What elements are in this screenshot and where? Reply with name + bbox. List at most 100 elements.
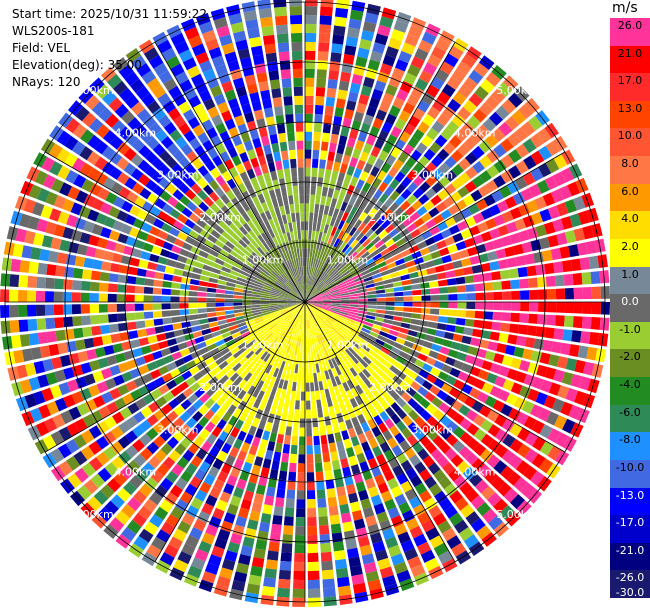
- range-gate-cell: [312, 290, 320, 297]
- range-gate-cell: [392, 159, 404, 171]
- range-gate-cell: [207, 234, 218, 244]
- range-gate-cell: [231, 208, 241, 219]
- range-gate-cell: [305, 203, 310, 213]
- range-gate-cell: [293, 318, 298, 327]
- range-gate-cell: [515, 143, 530, 158]
- range-gate-cell: [337, 316, 346, 322]
- range-gate-cell: [45, 317, 56, 330]
- range-gate-cell: [334, 432, 343, 443]
- range-gate-cell: [201, 244, 212, 254]
- range-gate-cell: [384, 449, 395, 461]
- range-gate-cell: [186, 505, 200, 518]
- range-gate-cell: [228, 166, 239, 178]
- range-gate-cell: [308, 221, 313, 231]
- range-gate-cell: [260, 351, 269, 361]
- range-gate-cell: [256, 370, 265, 380]
- range-gate-cell: [388, 228, 399, 238]
- range-gate-cell: [178, 169, 190, 182]
- range-gate-cell: [237, 430, 247, 442]
- range-gate-cell: [278, 379, 285, 389]
- range-gate-cell: [457, 302, 467, 309]
- range-gate-cell: [411, 364, 422, 375]
- range-gate-cell: [333, 404, 341, 415]
- range-gate-cell: [34, 170, 48, 186]
- range-gate-cell: [362, 182, 372, 193]
- range-gate-cell: [316, 354, 322, 364]
- range-gate-cell: [464, 318, 475, 327]
- range-gate-cell: [299, 436, 305, 446]
- range-gate-cell: [144, 278, 155, 287]
- range-gate-cell: [328, 406, 336, 416]
- range-gate-cell: [99, 314, 109, 324]
- range-gate-cell: [179, 309, 189, 316]
- range-gate-cell: [327, 79, 338, 89]
- range-gate-cell: [284, 313, 292, 320]
- range-ring-label: 1.00km: [242, 254, 284, 267]
- range-gate-cell: [340, 302, 350, 304]
- range-gate-cell: [327, 225, 334, 235]
- range-gate-cell: [311, 290, 319, 297]
- range-gate-cell: [419, 70, 433, 84]
- range-gate-cell: [404, 547, 419, 561]
- range-gate-cell: [241, 266, 251, 274]
- range-gate-cell: [333, 385, 341, 396]
- range-gate-cell: [287, 131, 295, 142]
- range-gate-cell: [360, 269, 371, 276]
- range-gate-cell: [350, 355, 359, 365]
- range-gate-cell: [232, 246, 242, 255]
- range-gate-cell: [271, 460, 280, 471]
- range-gate-cell: [319, 534, 331, 544]
- range-gate-cell: [290, 167, 298, 178]
- range-gate-cell: [358, 211, 368, 222]
- range-gate-cell: [415, 78, 429, 91]
- range-gate-cell: [378, 204, 389, 215]
- range-gate-cell: [296, 337, 300, 347]
- range-gate-cell: [390, 126, 402, 138]
- range-gate-cell: [9, 305, 19, 318]
- range-gate-cell: [342, 272, 352, 280]
- range-gate-cell: [334, 477, 345, 488]
- colorbar-swatch: [610, 294, 650, 323]
- range-gate-cell: [299, 295, 305, 302]
- range-gate-cell: [158, 340, 169, 350]
- range-gate-cell: [338, 330, 347, 338]
- range-gate-cell: [526, 265, 537, 277]
- range-gate-cell: [342, 53, 355, 65]
- range-gate-cell: [291, 290, 299, 297]
- range-gate-cell: [225, 286, 235, 291]
- range-gate-cell: [305, 221, 309, 231]
- range-gate-cell: [303, 302, 305, 311]
- range-gate-cell: [553, 154, 568, 169]
- range-gate-cell: [42, 435, 57, 450]
- range-gate-cell: [247, 324, 257, 331]
- range-gate-cell: [281, 288, 290, 294]
- range-gate-cell: [293, 418, 299, 428]
- range-gate-cell: [233, 571, 248, 583]
- range-gate-cell: [334, 558, 348, 570]
- range-gate-cell: [560, 401, 573, 416]
- range-gate-cell: [237, 400, 247, 411]
- azimuth-spoke: [304, 151, 565, 303]
- range-gate-cell: [484, 350, 496, 361]
- range-gate-cell: [248, 574, 262, 586]
- range-gate-cell: [410, 56, 425, 69]
- range-gate-cell: [375, 354, 385, 364]
- range-gate-cell: [133, 536, 149, 551]
- range-gate-cell: [199, 323, 210, 330]
- range-gate-cell: [309, 203, 315, 213]
- range-gate-cell: [469, 255, 481, 265]
- range-gate-cell: [399, 381, 410, 391]
- range-gate-cell: [194, 261, 205, 269]
- range-gate-cell: [536, 364, 548, 378]
- range-gate-cell: [252, 311, 262, 316]
- range-gate-cell: [191, 170, 203, 182]
- range-gate-cell: [243, 289, 253, 294]
- range-gate-cell: [367, 294, 377, 299]
- range-gate-cell: [455, 550, 472, 565]
- range-gate-cell: [204, 259, 215, 267]
- range-gate-cell: [372, 540, 386, 553]
- range-gate-cell: [324, 370, 330, 380]
- range-gate-cell: [282, 232, 289, 243]
- range-gate-cell: [101, 334, 112, 345]
- range-gate-cell: [74, 255, 86, 267]
